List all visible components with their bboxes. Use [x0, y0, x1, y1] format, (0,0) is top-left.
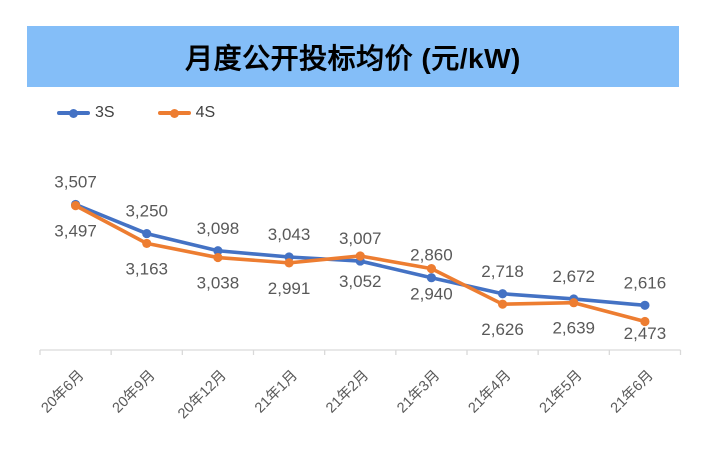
- data-label-4s: 2,473: [624, 324, 667, 343]
- legend-marker-4s-icon: [157, 108, 191, 118]
- x-axis-label: 20年6月: [38, 367, 88, 417]
- data-label-3s: 2,718: [481, 262, 524, 281]
- x-axis-label: 21年6月: [607, 367, 657, 417]
- data-label-3s: 3,250: [125, 202, 168, 221]
- data-point-3s: [142, 228, 152, 239]
- legend-label: 3S: [95, 104, 115, 121]
- x-axis-label: 21年5月: [536, 367, 586, 417]
- data-point-3s: [640, 300, 650, 310]
- data-point-4s: [355, 251, 365, 261]
- data-label-4s: 3,497: [54, 222, 97, 241]
- data-label-3s: 2,672: [552, 267, 595, 286]
- data-point-4s: [284, 258, 294, 268]
- x-axis-label: 21年4月: [465, 367, 515, 417]
- data-label-4s: 2,991: [268, 279, 311, 298]
- chart-plot-area: 20年6月 20年9月 20年12月 21年1月 21年2月 21年3月 21年4月 21年5…: [38, 172, 682, 422]
- data-label-3s: 3,507: [54, 172, 97, 191]
- data-label-3s: 2,860: [410, 246, 453, 265]
- data-point-3s: [497, 289, 508, 299]
- x-axis-label: 21年3月: [394, 367, 444, 417]
- data-point-4s: [640, 316, 650, 327]
- data-point-3s: [213, 246, 223, 256]
- data-label-3s: 3,007: [339, 229, 382, 248]
- data-label-4s: 2,639: [552, 319, 595, 338]
- legend-marker-3s-icon: [57, 108, 90, 118]
- data-label-4s: 2,626: [481, 320, 524, 339]
- x-axis-label: 21年2月: [322, 367, 372, 417]
- data-label-4s: 3,052: [339, 272, 382, 291]
- data-label-3s: 3,098: [197, 219, 240, 238]
- data-point-3s: [426, 273, 437, 283]
- data-point-4s: [497, 299, 508, 309]
- data-point-4s: [426, 264, 437, 274]
- chart-title-banner: 月度公开投标均价 (元/kW): [27, 26, 679, 87]
- data-label-3s: 3,043: [268, 225, 311, 244]
- chart-legend: 3S 4S: [57, 103, 215, 123]
- chart-title: 月度公开投标均价 (元/kW): [185, 42, 521, 74]
- legend-item-4s: 4S: [157, 104, 216, 122]
- legend-label: 4S: [195, 104, 216, 121]
- data-label-4s: 3,038: [197, 274, 240, 293]
- x-axis-label: 20年9月: [109, 367, 159, 417]
- data-point-4s: [569, 298, 579, 308]
- data-label-3s: 2,616: [624, 273, 667, 292]
- data-label-4s: 3,163: [125, 259, 168, 278]
- x-axis-label: 20年12月: [174, 367, 229, 422]
- data-point-4s: [142, 238, 152, 249]
- x-axis-label: 21年1月: [251, 367, 301, 417]
- data-point-4s: [213, 252, 223, 263]
- data-point-4s: [70, 201, 81, 211]
- data-label-4s: 2,940: [410, 285, 453, 304]
- legend-item-3s: 3S: [57, 104, 115, 122]
